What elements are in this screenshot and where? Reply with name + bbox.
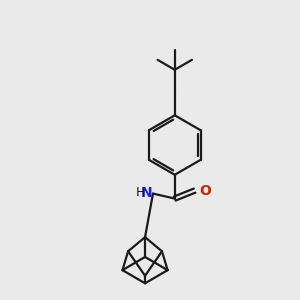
Text: O: O <box>200 184 211 198</box>
Text: N: N <box>140 186 152 200</box>
Text: H: H <box>136 186 145 199</box>
